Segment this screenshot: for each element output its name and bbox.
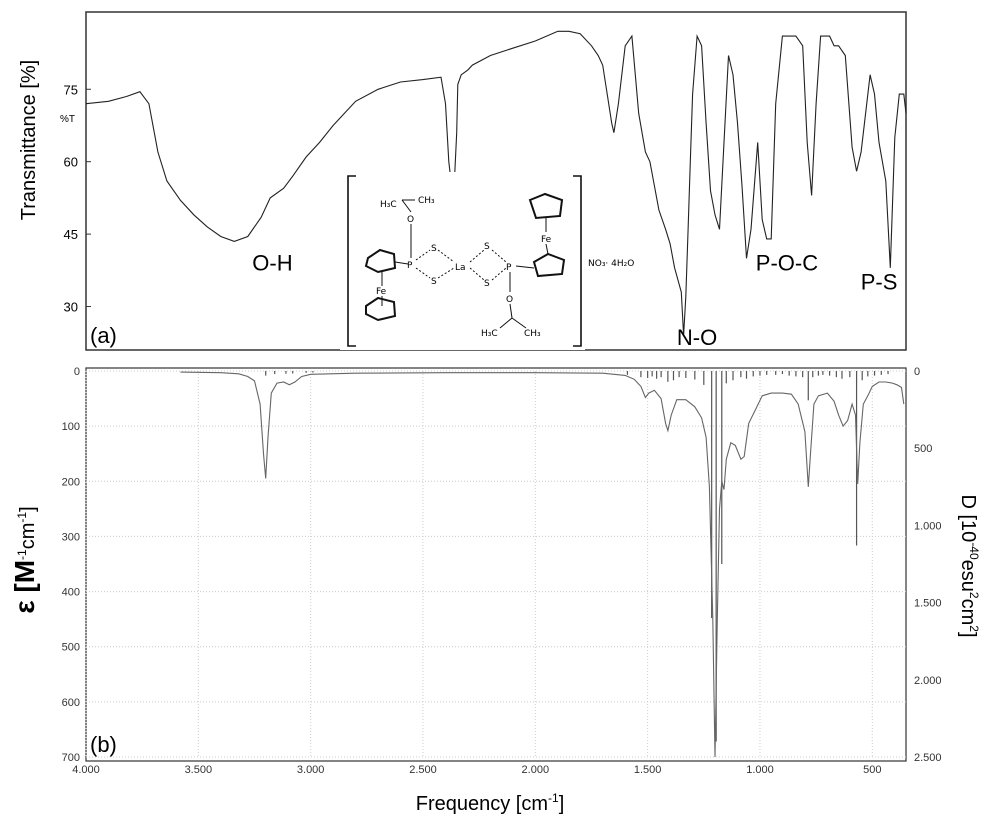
atom-p-left: P (407, 261, 413, 271)
atom-s2: S (431, 277, 437, 287)
panel-b-y-tick-label: 300 (62, 531, 80, 543)
panel-b-y2-tick-label: 1.500 (914, 598, 942, 610)
panel-a-annotation: P-S (861, 270, 898, 295)
panel-b-x-tick-label: 1.500 (634, 764, 662, 776)
panel-b-x-tick-label: 3.500 (185, 764, 213, 776)
atom-fe-right: Fe (541, 235, 552, 245)
panel-a-label: (a) (90, 323, 117, 348)
panel-b-epsilon-line (180, 372, 903, 757)
panel-b-x-tick-label: 2.000 (522, 764, 550, 776)
panel-b-x-ticks: 4.000 3.500 3.000 2.500 2.000 1.500 1.000 500 (72, 764, 881, 776)
atom-h3c-top: H₃C (380, 200, 397, 210)
panel-b-label: (b) (90, 732, 117, 757)
panel-b-x-tick-label: 1.000 (746, 764, 774, 776)
panel-b-y2-ticks: 0 500 1.000 1.500 2.000 2.500 (914, 366, 942, 764)
panel-b-y2-tick-label: 2.500 (914, 752, 942, 764)
panel-a-annotation: N-O (677, 325, 717, 350)
panel-b-y-tick-label: 500 (62, 642, 80, 654)
panel-b-y-tick-label: 0 (74, 366, 80, 378)
atom-s4: S (484, 279, 490, 289)
panel-b-y2-tick-label: 500 (914, 443, 932, 455)
panel-a: 75 60 45 30 Transmittance [%] %T O-H N-O P-O-… (18, 12, 906, 350)
panel-a-y-tick-label: 30 (64, 300, 78, 315)
atom-s3: S (484, 242, 490, 252)
panel-b-x-tick-label: 3.000 (297, 764, 325, 776)
panel-b-x-tick-label: 500 (863, 764, 881, 776)
panel-a-annotation: P-O-C (756, 250, 818, 275)
panel-a-y-tick-label: 45 (64, 227, 78, 242)
panel-b-x-tick-label: 2.500 (409, 764, 437, 776)
structure-background (340, 172, 585, 350)
panel-a-y-axis-label: Transmittance [%] (18, 60, 40, 220)
panel-b-x-tick-label: 4.000 (72, 764, 100, 776)
atom-fe-left: Fe (376, 287, 387, 297)
chemical-structure: H₃C CH₃ O P S S La S S P O H₃C CH₃ Fe Fe… (340, 172, 634, 350)
panel-a-y-tick-label: 75 (64, 82, 78, 97)
panel-b-y-tick-label: 400 (62, 587, 80, 599)
atom-o-right: O (506, 295, 513, 305)
atom-s1: S (431, 244, 437, 254)
panel-b-y-tick-label: 700 (62, 752, 80, 764)
panel-b: 0 100 200 300 400 500 600 700 0 500 1.000 1.500 2.0… (9, 366, 981, 815)
x-axis-label: Frequency [cm-1] (416, 791, 565, 815)
panel-a-annotation: O-H (252, 250, 292, 275)
panel-b-grid (86, 371, 906, 757)
atom-ch3-top: CH₃ (418, 196, 435, 206)
panel-a-y-tick-label: 60 (64, 155, 78, 170)
panel-b-y-ticks: 0 100 200 300 400 500 600 700 (62, 366, 80, 764)
panel-b-y2-axis-label: D [10-40esu2cm2] (957, 494, 981, 637)
atom-p-right: P (506, 263, 512, 273)
atom-o-left: O (407, 215, 414, 225)
panel-b-y2-tick-label: 2.000 (914, 675, 942, 687)
atom-la: La (455, 263, 466, 273)
atom-ch3-bottom: CH₃ (524, 329, 541, 339)
panel-b-y2-tick-label: 0 (914, 366, 920, 378)
panel-b-y-tick-label: 200 (62, 476, 80, 488)
counterion-label: NO₃· 4H₂O (588, 259, 634, 269)
panel-b-y-tick-label: 100 (62, 421, 80, 433)
panel-b-y-tick-label: 600 (62, 697, 80, 709)
panel-b-y-axis-label: ε [M-1cm-1] (9, 506, 40, 613)
atom-h3c-bottom: H₃C (481, 329, 498, 339)
panel-b-y2-tick-label: 1.000 (914, 520, 942, 532)
panel-a-inner-y-label: %T (60, 114, 75, 125)
